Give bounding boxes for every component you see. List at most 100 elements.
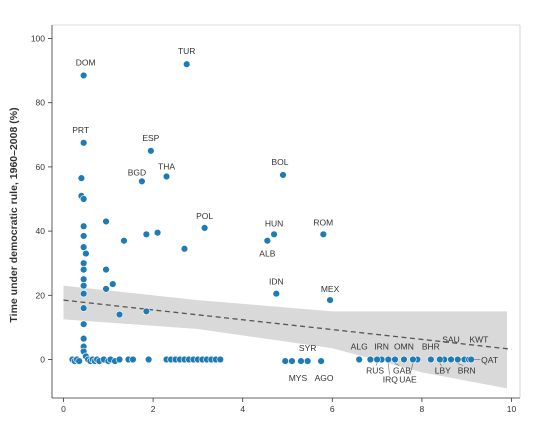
labeled-point-rom [319,230,328,239]
point-label-alg: ALG [351,342,368,352]
data-point [79,222,88,230]
point-label-tur: TUR [178,46,195,56]
labeled-point-lby [436,355,444,364]
y-tick-label: 40 [36,226,46,236]
x-tick-label: 10 [507,404,517,414]
x-tick-label: 2 [151,404,156,414]
label-leader [409,363,414,375]
data-point [75,357,83,365]
labeled-point-mex [326,296,334,304]
y-tick-label: 80 [36,98,46,108]
x-tick-label: 8 [420,404,425,414]
data-point [79,281,88,290]
labeled-point-bol [279,171,287,179]
labeled-point-omn [400,355,408,364]
data-point [79,289,88,298]
y-tick-label: 20 [36,290,46,300]
data-point [120,237,128,245]
data-point [79,275,88,283]
x-tick-label: 0 [61,404,66,414]
labeled-point-gab [391,355,399,364]
point-label-prt: PRT [72,125,89,135]
data-point [79,334,88,343]
point-label-dom: DOM [76,57,96,67]
point-label-mys: MYS [289,373,308,383]
data-point [102,217,110,226]
y-tick-label: 100 [31,34,45,44]
data-point [153,229,162,237]
point-label-alb: ALB [259,249,275,259]
data-point [129,355,137,364]
labeled-point-prt [79,139,88,147]
point-label-irn: IRN [374,342,389,352]
point-label-pol: POL [196,211,213,221]
labeled-point-syr [303,357,312,365]
labeled-point-rus [373,355,381,364]
labeled-point-bhr [427,355,435,364]
x-tick-label: 4 [240,404,245,414]
point-label-syr: SYR [299,343,316,353]
point-label-lby: LBY [435,366,451,376]
labeled-point-irq [384,355,392,364]
data-point [102,285,110,293]
point-label-irq: IRQ [383,375,399,385]
point-label-bol: BOL [272,157,289,167]
labeled-point-qat [467,355,475,364]
point-label-ago: AGO [315,373,334,383]
label-leader [388,363,390,375]
point-label-rus: RUS [366,366,384,376]
label-leader [375,363,378,366]
point-label-omn: OMN [394,342,414,352]
data-point [115,355,124,364]
data-point [79,304,88,312]
data-point [109,280,117,288]
data-point [79,265,88,274]
point-labels-layer: DOM TUR PRT ESP BGD THA BOL POL HUN ALB ROM IDN MEX S… [72,46,498,384]
point-label-bgd: BGD [128,167,146,177]
point-label-hun: HUN [265,218,283,228]
axes-layer: 0 20 40 60 80 100 0 2 4 6 8 10 [31,24,521,414]
data-point [144,355,153,364]
labeled-point-idn [272,289,280,298]
labeled-point-hun [270,230,278,239]
data-point [216,355,225,364]
labeled-point-mys [297,357,305,365]
data-point [79,195,88,203]
data-point [77,174,86,182]
trend-line [63,299,512,350]
x-tick-label: 6 [330,404,335,414]
point-label-esp: ESP [142,133,159,143]
data-point [281,357,289,365]
point-label-gab: GAB [393,366,411,376]
points-layer [68,60,475,365]
labeled-point-alg [355,355,363,364]
data-point [366,355,375,364]
labeled-point-brn [454,355,462,364]
data-point [142,307,151,316]
y-tick-label: 0 [40,355,45,365]
data-point [79,243,88,251]
point-label-kwt: KWT [469,335,488,345]
data-point [79,320,88,328]
point-label-tha: THA [158,162,175,172]
data-point [142,230,151,239]
data-point [79,259,88,267]
trend-line-layer [63,299,512,350]
point-label-uae: UAE [399,375,417,385]
data-point [79,232,88,240]
point-label-rom: ROM [313,217,333,227]
data-point [102,265,110,274]
labeled-point-pol [200,224,209,232]
labeled-point-bgd [138,177,146,186]
labeled-point-esp [147,147,155,155]
labeled-point-tur [183,60,191,68]
labeled-point-alb [263,237,272,245]
point-label-idn: IDN [269,277,284,287]
labeled-point-dom [79,71,88,80]
label-leader [439,363,442,366]
point-label-sau: SAU [442,335,459,345]
point-label-mex: MEX [321,284,340,294]
labeled-point-uae [409,355,417,364]
